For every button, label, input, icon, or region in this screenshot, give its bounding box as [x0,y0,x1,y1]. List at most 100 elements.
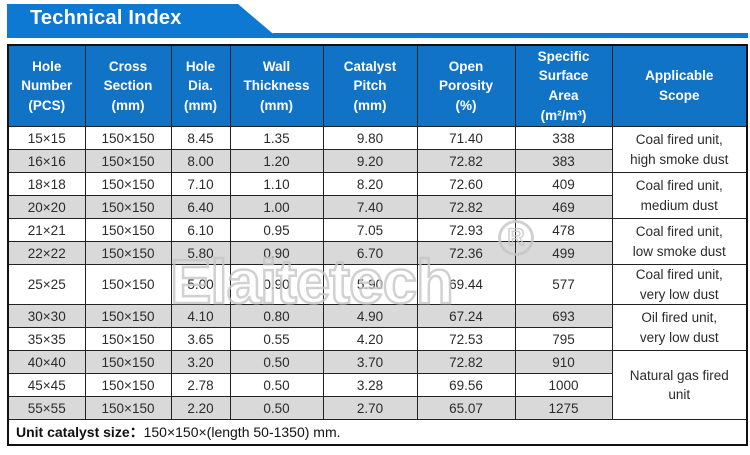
cell-cross-section: 150×150 [84,241,172,265]
cell-open-porosity: 72.53 [416,327,516,352]
cell-hole-dia: 2.78 [170,373,231,398]
table-row: 45×45 150×150 2.78 0.50 3.28 69.56 1000 [7,373,747,398]
cell-catalyst-pitch: 6.70 [322,241,418,265]
table-row: 22×22 150×150 5.80 0.90 6.70 72.36 499 [7,241,747,265]
cell-hole-number: 40×40 [7,350,86,375]
table-row: 35×35 150×150 3.65 0.55 4.20 72.53 795 [7,327,747,352]
cell-cross-section: 150×150 [84,373,172,398]
cell-surface-area: 499 [514,241,613,265]
cell-open-porosity: 72.93 [416,218,516,242]
cell-cross-section: 150×150 [84,304,172,329]
cell-hole-number: 15×15 [7,126,86,150]
scope-cell: Coal fired unit, high smoke dust [611,126,748,173]
cell-open-porosity: 72.36 [416,241,516,265]
cell-open-porosity: 71.40 [416,126,516,150]
cell-cross-section: 150×150 [84,126,172,150]
cell-catalyst-pitch: 7.40 [322,195,418,219]
cell-surface-area: 338 [514,126,613,150]
cell-surface-area: 577 [514,263,613,306]
cell-hole-number: 45×45 [7,373,86,398]
footer-note-label: Unit catalyst size： [16,424,144,441]
cell-hole-dia: 3.65 [170,327,231,352]
table-row: 30×30 150×150 4.10 0.80 4.90 67.24 693 O… [7,304,748,352]
cell-cross-section: 150×150 [84,396,172,421]
cell-wall-thickness: 1.20 [229,149,324,173]
cell-surface-area: 478 [514,218,613,242]
scope-cell: Coal fired unit, very low dust [611,263,748,306]
cell-hole-dia: 4.10 [170,304,231,329]
cell-surface-area: 409 [514,172,613,196]
col-header-cross-section: Cross Section (mm) [84,44,172,127]
cell-cross-section: 150×150 [84,350,172,375]
cell-catalyst-pitch: 8.20 [322,172,418,196]
scope-cell: Coal fired unit, low smoke dust [611,218,748,265]
cell-wall-thickness: 0.55 [229,327,324,352]
cell-wall-thickness: 0.50 [229,373,324,398]
cell-surface-area: 469 [514,195,613,219]
table-row: 40×40 150×150 3.20 0.50 3.70 72.82 910 N… [7,350,748,421]
cell-wall-thickness: 0.50 [229,350,324,375]
cell-hole-number: 30×30 [7,304,86,329]
cell-wall-thickness: 1.35 [229,126,324,150]
cell-hole-number: 22×22 [7,241,86,265]
cell-hole-dia: 5.80 [170,241,231,265]
cell-catalyst-pitch: 4.90 [322,304,418,329]
cell-catalyst-pitch: 9.80 [322,126,418,150]
col-header-specific-surface-area: Specific Surface Area (m²/m³) [514,44,613,127]
scope-cell: Natural gas fired unit [611,350,748,421]
page-title: Technical Index [30,7,182,29]
col-header-hole-dia: Hole Dia. (mm) [170,44,231,127]
table-row: 15×15 150×150 8.45 1.35 9.80 71.40 338 C… [7,126,748,173]
cell-cross-section: 150×150 [84,195,172,219]
col-header-wall-thickness: Wall Thickness (mm) [229,44,324,127]
cell-wall-thickness: 1.10 [229,172,324,196]
cell-surface-area: 795 [514,327,613,352]
cell-open-porosity: 72.82 [416,149,516,173]
banner-underline [273,33,748,38]
cell-hole-dia: 8.00 [170,149,231,173]
cell-cross-section: 150×150 [84,149,172,173]
table-row: 16×16 150×150 8.00 1.20 9.20 72.82 383 [7,149,747,173]
title-banner: Technical Index [7,4,748,38]
cell-surface-area: 1275 [514,396,613,421]
cell-hole-number: 16×16 [7,149,86,173]
col-header-open-porosity: Open Porosity (%) [416,44,516,127]
cell-catalyst-pitch: 7.05 [322,218,418,242]
cell-open-porosity: 67.24 [416,304,516,329]
cell-hole-dia: 3.20 [170,350,231,375]
spec-table: Hole Number (PCS) Cross Section (mm) Hol… [7,44,748,447]
cell-open-porosity: 69.56 [416,373,516,398]
footer-note-value: 150×150×(length 50-1350) mm. [143,424,341,441]
cell-open-porosity: 72.82 [416,195,516,219]
cell-cross-section: 150×150 [84,327,172,352]
footer-note: Unit catalyst size：150×150×(length 50-13… [7,419,748,446]
cell-surface-area: 693 [514,304,613,329]
cell-open-porosity: 72.60 [416,172,516,196]
table-row: 21×21 150×150 6.10 0.95 7.05 72.93 478 C… [7,218,748,265]
col-header-catalyst-pitch: Catalyst Pitch (mm) [322,44,418,127]
cell-cross-section: 150×150 [84,218,172,242]
cell-hole-dia: 6.10 [170,218,231,242]
cell-open-porosity: 72.82 [416,350,516,375]
cell-open-porosity: 69.44 [416,263,516,306]
table-row: 55×55 150×150 2.20 0.50 2.70 65.07 1275 [7,396,747,421]
cell-open-porosity: 65.07 [416,396,516,421]
col-header-hole-number: Hole Number (PCS) [7,44,86,127]
cell-catalyst-pitch: 2.70 [322,396,418,421]
cell-wall-thickness: 0.90 [229,263,324,306]
cell-wall-thickness: 0.90 [229,241,324,265]
cell-wall-thickness: 0.50 [229,396,324,421]
cell-hole-dia: 8.45 [170,126,231,150]
cell-cross-section: 150×150 [84,263,172,306]
scope-cell: Coal fired unit, medium dust [611,172,748,219]
cell-hole-number: 25×25 [7,263,86,306]
cell-catalyst-pitch: 9.20 [322,149,418,173]
cell-surface-area: 383 [514,149,613,173]
cell-cross-section: 150×150 [84,172,172,196]
banner-shape [7,4,278,38]
cell-hole-dia: 2.20 [170,396,231,421]
cell-catalyst-pitch: 5.90 [322,263,418,306]
cell-wall-thickness: 1.00 [229,195,324,219]
cell-hole-number: 35×35 [7,327,86,352]
cell-hole-number: 55×55 [7,396,86,421]
